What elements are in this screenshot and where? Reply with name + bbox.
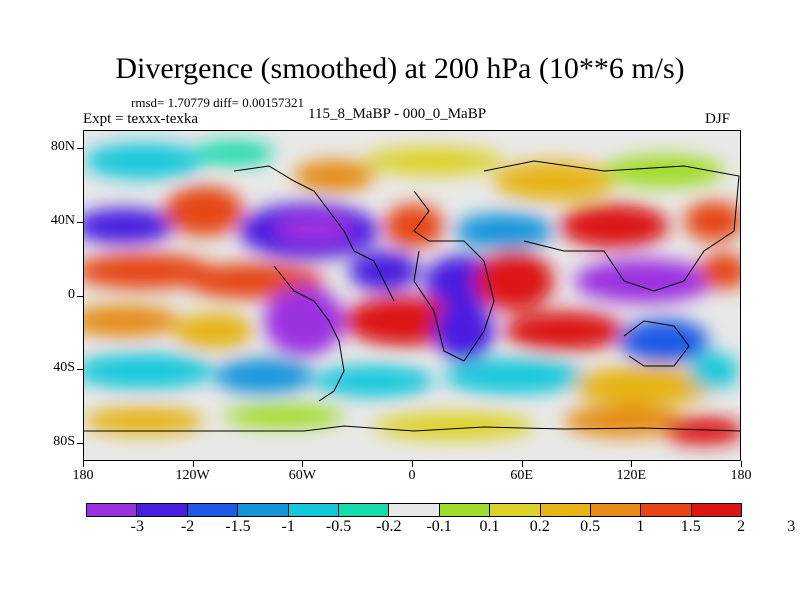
lat-tick [77,148,83,150]
colorbar-swatch [590,504,642,516]
colorbar-label: 3 [787,518,796,535]
coastline-antarctica [84,425,740,432]
lat-tick [77,442,83,444]
coastline-south-america [273,265,345,402]
lon-tick [412,461,413,467]
colorbar-label: -0.5 [325,518,352,535]
colorbar-label: 0.1 [479,518,500,535]
colorbar-swatch [238,504,289,516]
coastline-africa-europe [413,190,495,362]
colorbar-swatch [490,504,541,516]
lon-label: 60W [288,468,316,483]
lon-label: 180 [730,468,752,483]
colorbar-swatch [691,504,742,516]
divergence-map [83,130,741,461]
colorbar-swatch [187,504,239,516]
colorbar [86,503,742,517]
lon-label: 0 [408,468,416,483]
colorbar-swatch [288,504,339,516]
colorbar-label: -1.5 [225,518,251,535]
lon-tick [631,461,633,467]
lat-label: 0 [68,286,75,302]
colorbar-label: 1.5 [680,518,701,535]
colorbar-label: -1 [281,518,295,535]
plot-title: Divergence (smoothed) at 200 hPa (10**6 … [115,52,685,85]
lon-label: 60E [510,468,533,483]
divergence-field [84,141,740,445]
colorbar-label: -0.1 [426,518,452,535]
lat-tick [77,221,83,223]
colorbar-swatch [87,504,138,516]
coastline-asia [483,160,740,292]
colorbar-label: 0.5 [580,518,601,535]
colorbar-label: 0.2 [529,518,550,535]
lon-tick [302,461,304,467]
colorbar-swatch [389,504,440,516]
lon-tick [83,461,84,467]
rmsd-diff-text: rmsd= 1.70779 diff= 0.00157321 [131,95,304,110]
lat-label: 40S [53,360,75,376]
coastlines [84,160,740,432]
experiment-comparison: 115_8_MaBP - 000_0_MaBP [308,106,487,122]
colorbar-label: -0.2 [376,518,402,535]
experiment-label: Expt = texxx-texka [83,111,199,127]
colorbar-swatch [338,504,390,516]
lat-label: 80S [53,433,75,449]
lat-tick [77,369,83,371]
lon-label: 120W [175,468,210,483]
season-label: DJF [705,111,731,127]
colorbar-swatch [540,504,591,516]
colorbar-swatch [439,504,491,516]
lon-tick [521,461,523,467]
lat-tick [77,295,83,297]
lon-tick [741,461,742,467]
lat-label: 80N [50,139,75,155]
coastline-north-america [233,165,395,302]
lon-tick [192,461,194,467]
colorbar-label: -3 [130,518,144,535]
coastline-australia [623,320,690,367]
colorbar-swatch [137,504,188,516]
lat-label: 40N [50,212,75,228]
map-field [84,131,740,460]
colorbar-swatch [641,504,692,516]
colorbar-label: 1 [636,518,645,535]
colorbar-label: 2 [737,518,745,535]
lon-label: 120E [616,468,647,483]
colorbar-label: -2 [180,518,195,535]
lon-label: 180 [72,468,94,483]
